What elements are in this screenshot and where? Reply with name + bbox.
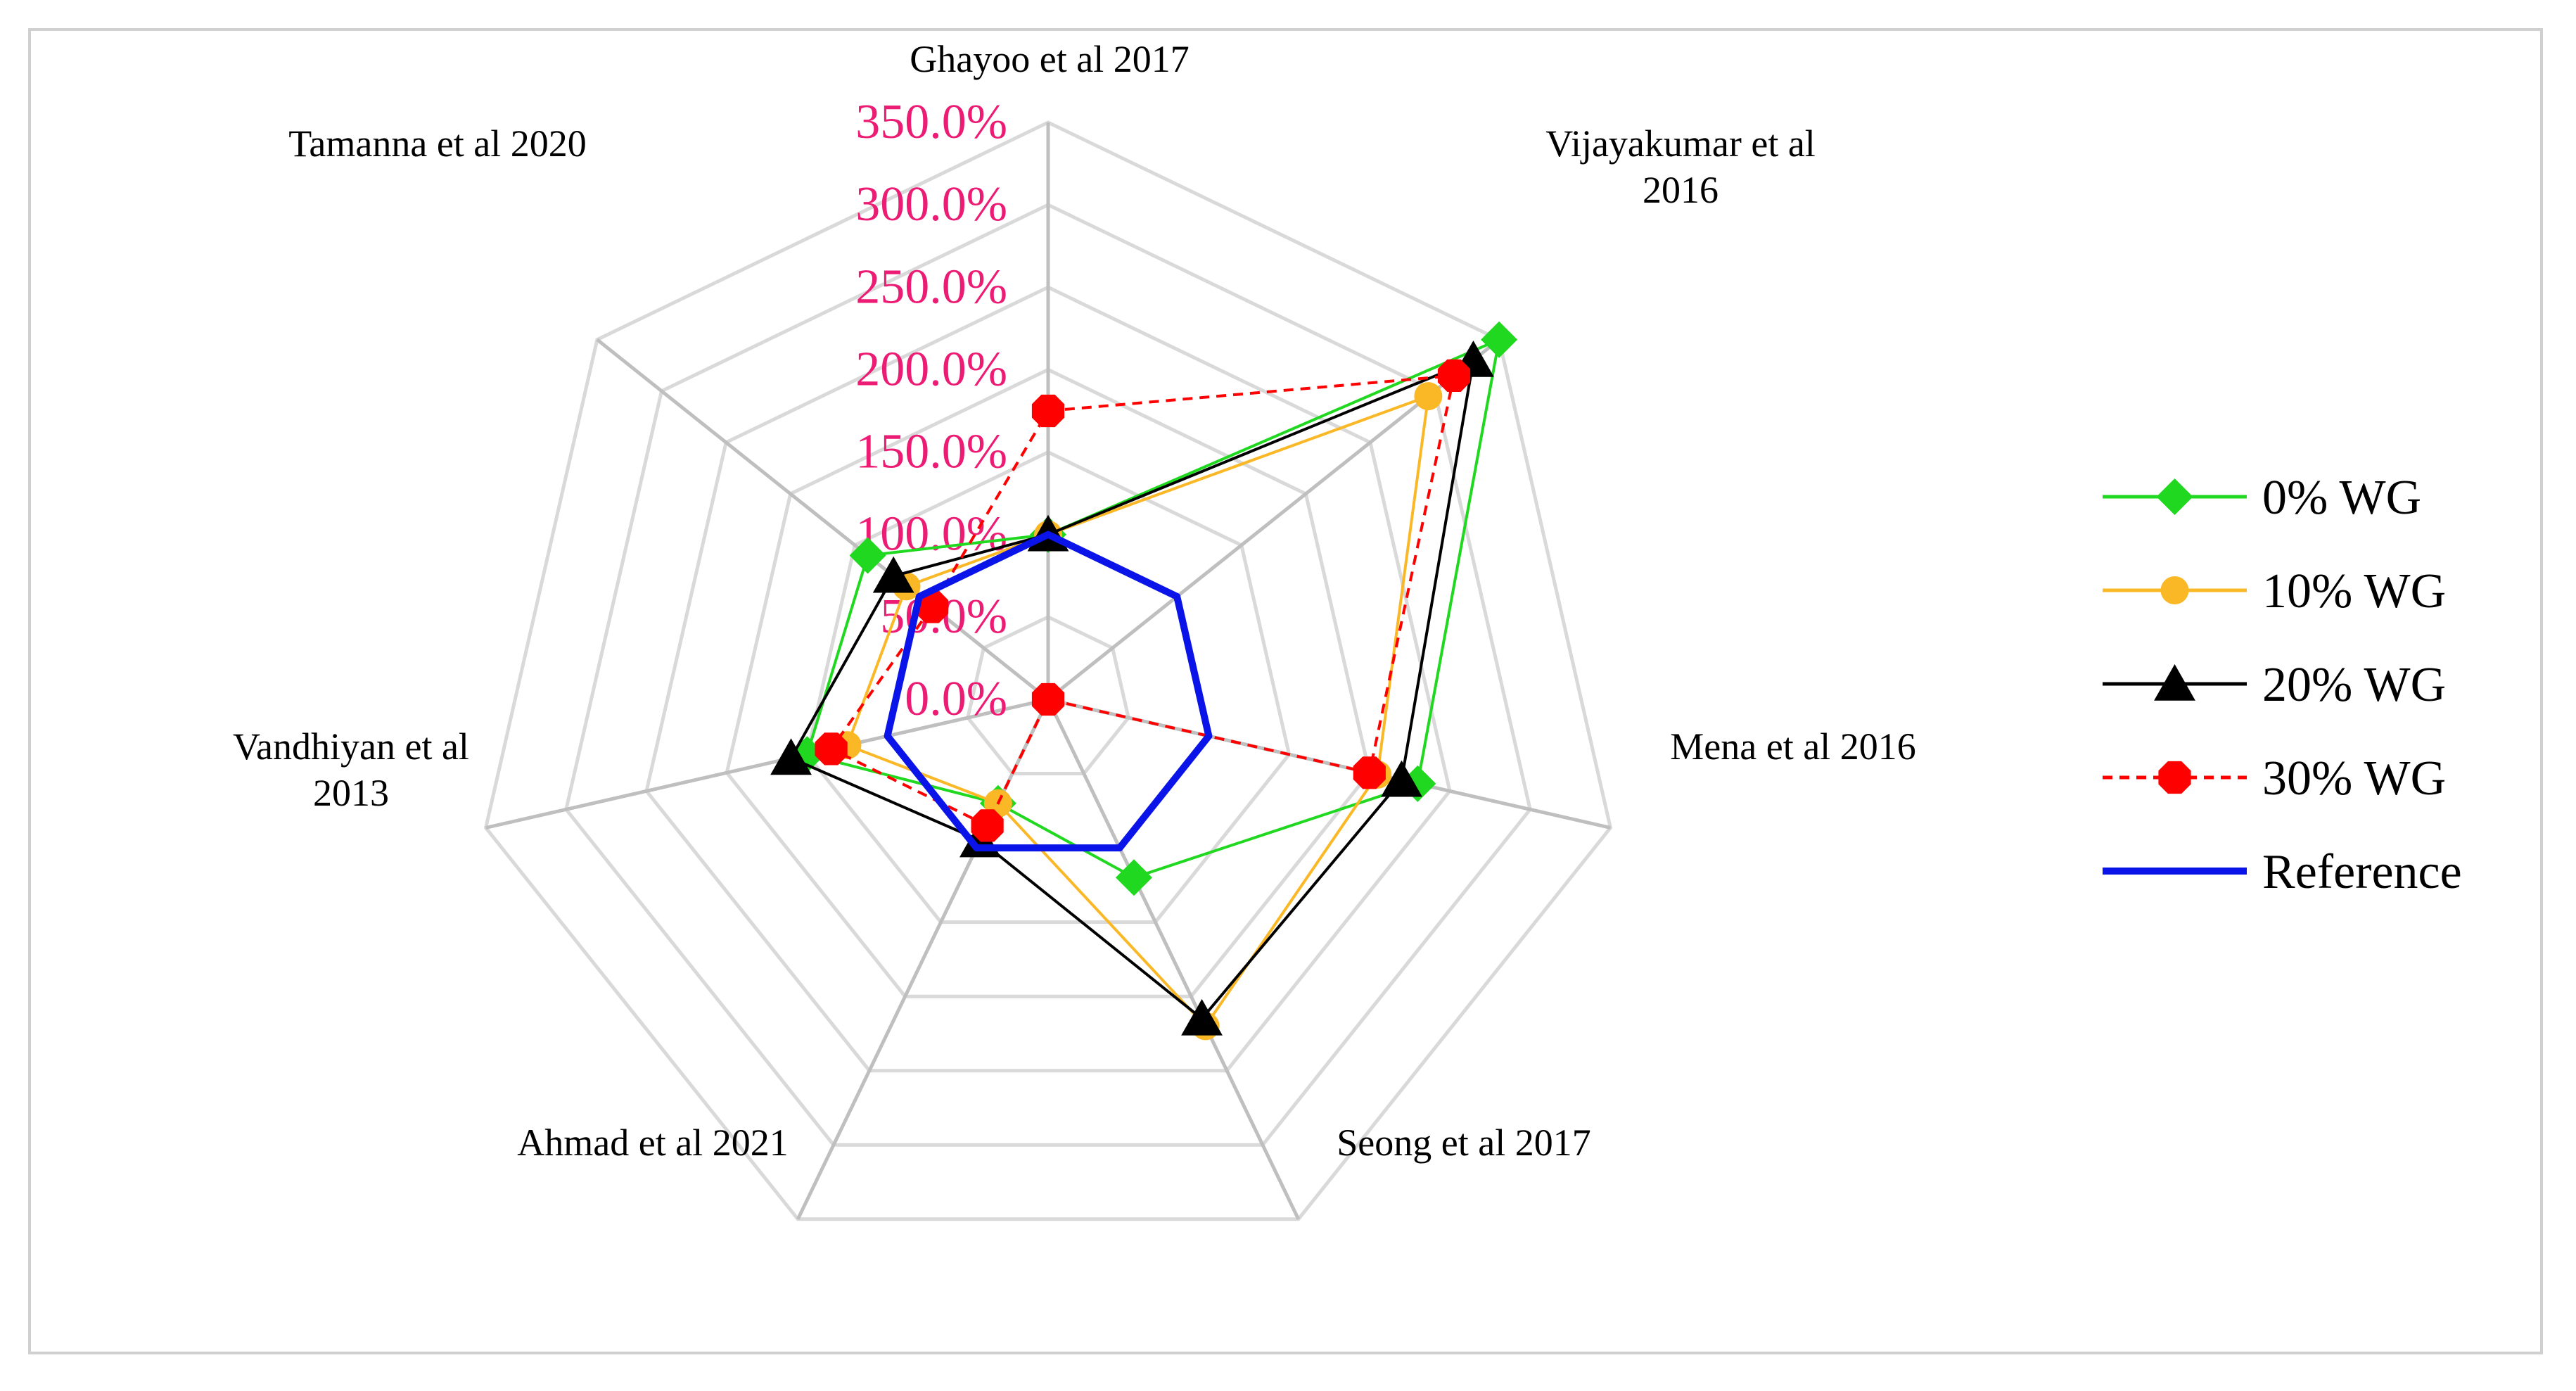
r-tick-label: 350.0% (855, 95, 1007, 149)
series-reference (884, 531, 1213, 852)
category-label: Seong et al 2017 (1337, 1122, 1590, 1164)
data-point-0-wg (849, 537, 886, 574)
data-point-30-wg (1031, 682, 1065, 716)
data-point-0-wg (1115, 859, 1152, 896)
legend-label: Reference (2262, 845, 2462, 899)
category-label: Ghayoo et al 2017 (910, 38, 1189, 80)
data-series (770, 321, 1518, 1041)
radial-tick-labels: 0.0%50.0%100.0%150.0%200.0%250.0%300.0%3… (855, 95, 1007, 726)
data-point-20-wg (1181, 998, 1223, 1036)
data-point-10-wg (1414, 382, 1443, 411)
series-line-30-wg (829, 374, 1455, 827)
grid-ring (644, 285, 1452, 1073)
legend-item-reference: Reference (2103, 845, 2462, 899)
legend-item-0-wg: 0% WG (2103, 471, 2421, 525)
r-tick-label: 0.0% (905, 672, 1007, 726)
r-tick-label: 300.0% (855, 177, 1007, 231)
legend-marker (2154, 664, 2195, 701)
category-labels: Ghayoo et al 2017 Vijayakumar et al 2016 Me… (233, 38, 1916, 1164)
legend-marker (2160, 576, 2189, 604)
legend-marker (2156, 478, 2193, 515)
category-label: Vandhiyan et al 2013 (233, 725, 469, 814)
series-line-20-wg (789, 359, 1475, 1020)
radar-chart: 0.0%50.0%100.0%150.0%200.0%250.0%300.0%3… (233, 38, 2462, 1221)
legend-label: 20% WG (2262, 658, 2446, 712)
legend-label: 0% WG (2262, 471, 2421, 525)
legend-label: 10% WG (2262, 564, 2446, 618)
series-30-wg (815, 359, 1471, 842)
grid-ring (564, 203, 1532, 1147)
grid-ring (966, 615, 1130, 775)
data-point-30-wg (815, 732, 848, 766)
data-point-30-wg (1031, 394, 1065, 428)
grid-ring (483, 120, 1613, 1221)
category-label: Tamanna et al 2020 (288, 122, 587, 165)
grid-ring (805, 450, 1292, 925)
data-point-0-wg (1481, 321, 1518, 358)
axis-spoke (1046, 698, 1301, 1220)
legend-marker (2158, 761, 2191, 794)
legend-item-10-wg: 10% WG (2103, 564, 2446, 618)
legend: 0% WG 10% WG 20% WG 30% WG Reference (2103, 471, 2462, 899)
category-label: Ahmad et al 2021 (517, 1122, 788, 1164)
grid-ring (725, 367, 1372, 998)
r-tick-label: 200.0% (855, 342, 1007, 396)
data-point-20-wg (872, 556, 914, 593)
chart-frame: 0.0%50.0%100.0%150.0%200.0%250.0%300.0%3… (28, 28, 2543, 1354)
category-label: Vijayakumar et al 2016 (1545, 122, 1816, 211)
data-point-30-wg (971, 809, 1004, 842)
series-line-reference (884, 531, 1213, 852)
radar-grid (483, 120, 1613, 1221)
category-label: Mena et al 2016 (1670, 725, 1915, 768)
r-tick-label: 250.0% (855, 260, 1007, 314)
data-point-20-wg (770, 738, 812, 775)
axis-spoke (596, 338, 1050, 701)
legend-item-20-wg: 20% WG (2103, 658, 2446, 712)
data-point-20-wg (1381, 760, 1422, 797)
data-point-30-wg (1437, 359, 1471, 392)
legend-item-30-wg: 30% WG (2103, 751, 2446, 806)
data-point-30-wg (1353, 756, 1386, 789)
legend-label: 30% WG (2262, 751, 2446, 806)
data-point-30-wg (916, 590, 949, 623)
series-line-0-wg (805, 338, 1501, 879)
series-line-10-wg (846, 395, 1430, 1028)
r-tick-label: 150.0% (855, 425, 1007, 479)
axis-spoke (485, 697, 1049, 830)
